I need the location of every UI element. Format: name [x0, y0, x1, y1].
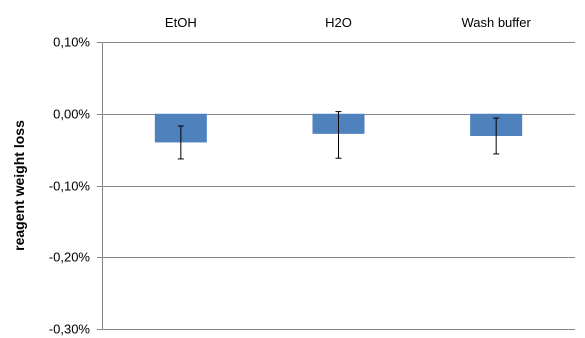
y-tick-label: -0,10%	[49, 179, 91, 194]
error-bar	[177, 125, 184, 160]
category-label: H2O	[325, 15, 352, 30]
category-label: Wash buffer	[461, 15, 531, 30]
category-labels: EtOH H2O Wash buffer	[165, 15, 532, 30]
y-axis-label: reagent weight loss	[11, 120, 27, 251]
category-label: EtOH	[165, 15, 197, 30]
error-bar	[493, 117, 500, 155]
gridlines	[97, 42, 575, 330]
y-tick-label: 0,00%	[53, 107, 90, 122]
error-bars	[177, 111, 500, 160]
y-tick-label: -0,30%	[49, 322, 91, 337]
error-bar	[335, 111, 342, 159]
y-tick-label: -0,20%	[49, 250, 91, 265]
y-tick-labels: 0,10% 0,00% -0,10% -0,20% -0,30%	[49, 35, 91, 337]
y-tick-label: 0,10%	[53, 35, 90, 50]
